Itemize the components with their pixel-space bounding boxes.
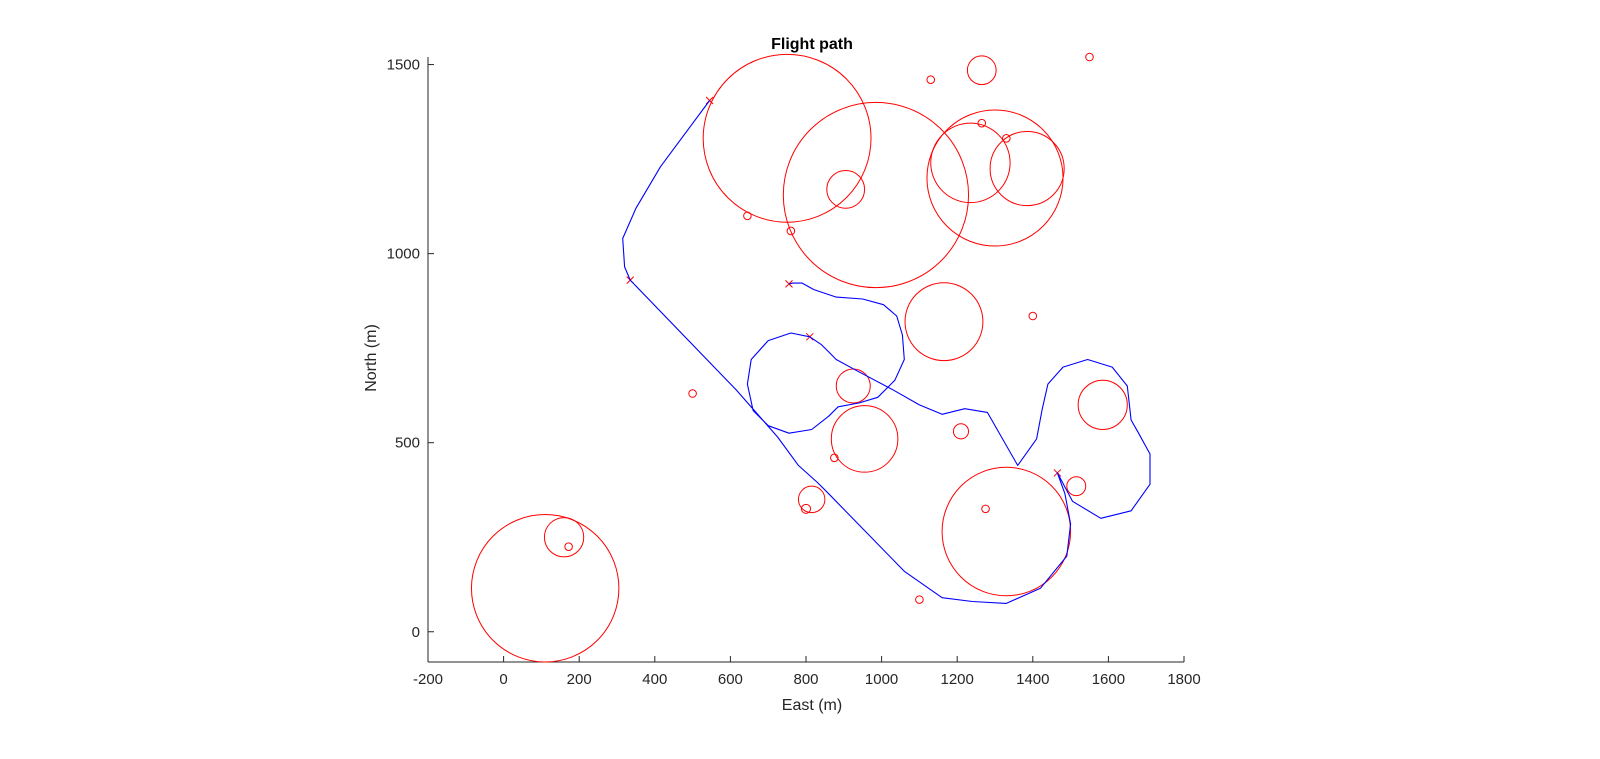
obstacle-circle — [941, 466, 1072, 597]
obstacle-circle — [1077, 379, 1128, 430]
x-tick-label: 200 — [567, 671, 592, 688]
obstacle-circle — [989, 131, 1065, 207]
chart-title: Flight path — [771, 36, 853, 53]
obstacle-circle — [800, 503, 812, 514]
obstacle-circle — [1002, 134, 1011, 143]
x-tick-label: 1400 — [1016, 671, 1049, 688]
y-tick-label: 1500 — [387, 57, 420, 74]
obstacle-circle — [930, 122, 1011, 204]
obstacle-circle — [926, 75, 936, 84]
obstacle-circle — [470, 514, 620, 663]
y-tick-label: 1000 — [387, 246, 420, 263]
x-tick-label: 1000 — [865, 671, 898, 688]
obstacle-circle — [1066, 476, 1087, 497]
waypoint-stroke — [785, 280, 793, 288]
obstacle-circle — [564, 542, 573, 551]
x-tick-label: 800 — [793, 671, 818, 688]
obstacle-circle — [743, 211, 752, 221]
obstacle-circle — [830, 405, 899, 473]
obstacle-circle — [782, 101, 970, 289]
x-tick-label: -200 — [413, 671, 443, 688]
obstacle-circle — [835, 368, 871, 404]
obstacle-circle — [830, 453, 839, 463]
x-tick-label: 400 — [642, 671, 667, 688]
obstacle-circle — [977, 118, 987, 128]
obstacle-circle — [1028, 311, 1038, 321]
obstacle-circle — [981, 504, 990, 514]
waypoint-marker — [785, 280, 793, 288]
axes: -200 0 200 400 600 800 1000 1200 1400 1600 1800 0 50… — [387, 57, 1201, 688]
obstacle-circle — [702, 53, 872, 223]
obstacle-circle — [786, 226, 796, 236]
obstacle-circle — [952, 423, 970, 440]
obstacle-circle — [1085, 52, 1094, 62]
x-tick-label: 1200 — [941, 671, 974, 688]
y-tick-label: 500 — [395, 435, 420, 452]
x-tick-label: 1800 — [1167, 671, 1200, 688]
obstacle-circle — [543, 517, 585, 558]
obstacle-circle — [688, 389, 697, 398]
obstacle-circle — [915, 595, 924, 604]
obstacle-circle — [966, 55, 997, 86]
x-tick-label: 600 — [718, 671, 743, 688]
x-tick-label: 1600 — [1092, 671, 1125, 688]
obstacle-circle — [904, 282, 984, 362]
obstacle-circle — [826, 169, 866, 209]
flight-path-line — [622, 100, 1151, 604]
y-tick-label: 0 — [412, 624, 420, 641]
x-axis-label: East (m) — [782, 697, 842, 714]
obstacle-circle — [797, 485, 826, 514]
plot-area — [470, 52, 1151, 663]
x-tick-label: 0 — [499, 671, 507, 688]
y-axis-label: North (m) — [363, 324, 380, 392]
